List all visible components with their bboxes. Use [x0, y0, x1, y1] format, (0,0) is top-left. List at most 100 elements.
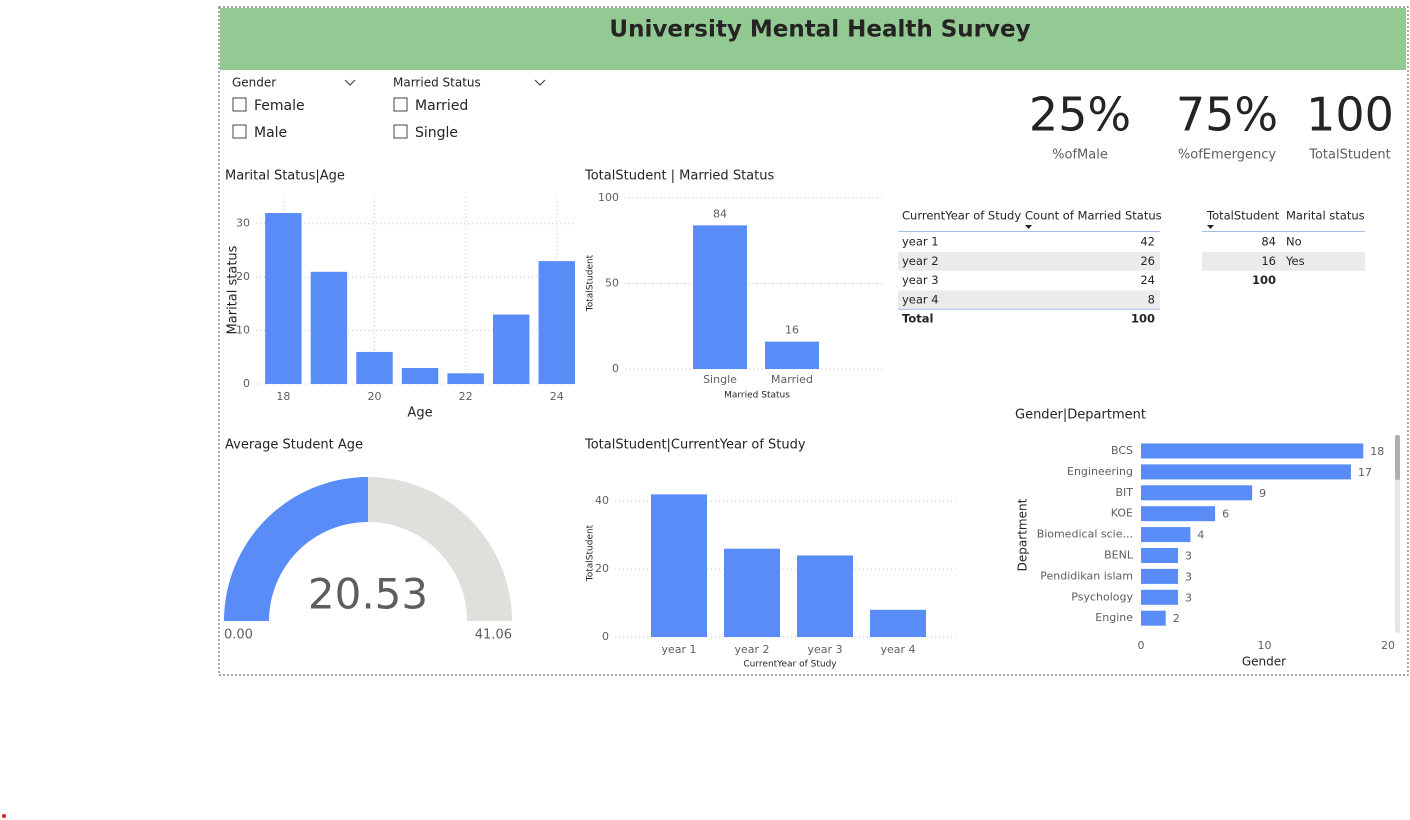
data-label: 3 — [1185, 570, 1192, 583]
slicer-option[interactable]: Single — [415, 125, 458, 141]
y-axis-title: Department — [1016, 498, 1030, 571]
y-tick-label: 30 — [236, 217, 250, 230]
bar[interactable] — [765, 341, 819, 369]
y-tick-label: 20 — [595, 562, 609, 575]
data-label: 84 — [713, 207, 727, 220]
slicer-title: Married Status — [393, 76, 481, 90]
bar[interactable] — [693, 225, 747, 369]
gauge-min: 0.00 — [224, 628, 253, 643]
slicer-option[interactable]: Married — [415, 98, 468, 114]
bar[interactable] — [1141, 485, 1253, 501]
x-axis-title: Age — [407, 406, 432, 421]
y-tick-label: 0 — [602, 630, 609, 643]
x-tick-label: year 1 — [661, 643, 696, 656]
scroll-thumb[interactable] — [1395, 435, 1400, 480]
gauge-value: 20.53 — [308, 570, 428, 619]
checkbox[interactable] — [393, 124, 408, 139]
row-band — [1202, 251, 1365, 271]
bar[interactable] — [797, 555, 853, 638]
bar[interactable] — [1141, 610, 1166, 626]
y-tick-label: 100 — [598, 191, 619, 204]
row-band — [898, 251, 1160, 271]
x-tick-label: 18 — [276, 390, 290, 403]
y-tick-label: 10 — [236, 324, 250, 337]
chart-title: Average Student Age — [225, 438, 363, 453]
x-axis-title: Gender — [1242, 655, 1286, 669]
table-cell: No — [1286, 235, 1302, 249]
sort-arrow — [1025, 225, 1032, 229]
slicer-option[interactable]: Male — [254, 125, 287, 141]
bar[interactable] — [1141, 443, 1364, 459]
table-cell: year 2 — [902, 254, 939, 268]
table-header[interactable]: Count of Married Status — [1025, 209, 1162, 223]
x-tick-label: 10 — [1258, 639, 1272, 652]
bar[interactable] — [265, 213, 302, 384]
bar[interactable] — [447, 373, 484, 384]
table-header[interactable]: Marital status — [1286, 209, 1365, 223]
card-label: %ofMale — [1052, 148, 1108, 163]
bar[interactable] — [1141, 506, 1216, 522]
data-label: 18 — [1370, 445, 1384, 458]
row-band — [898, 290, 1160, 310]
y-tick-label: Biomedical scie... — [1037, 528, 1133, 541]
y-axis-title: TotalStudent — [586, 524, 596, 582]
bar[interactable] — [492, 314, 530, 384]
x-tick-label: year 3 — [807, 643, 842, 656]
bar[interactable] — [651, 494, 707, 637]
card-label: TotalStudent — [1308, 148, 1391, 163]
bar[interactable] — [1141, 464, 1351, 480]
checkbox[interactable] — [393, 97, 408, 112]
y-tick-label: 0 — [612, 362, 619, 375]
table-cell: 16 — [1261, 254, 1276, 268]
table-total: 100 — [1252, 273, 1276, 287]
bar[interactable] — [310, 271, 348, 384]
checkbox[interactable] — [232, 97, 247, 112]
y-tick-label: Engineering — [1067, 465, 1133, 478]
bar[interactable] — [538, 261, 575, 384]
bar[interactable] — [1141, 548, 1179, 563]
table-header[interactable]: CurrentYear of Study — [902, 209, 1021, 223]
y-tick-label: Psychology — [1071, 590, 1133, 603]
bar[interactable] — [356, 351, 393, 384]
bar[interactable] — [401, 367, 439, 384]
table-total: 100 — [1131, 312, 1155, 326]
bar[interactable] — [870, 609, 926, 637]
y-tick-label: 0 — [243, 377, 250, 390]
bar[interactable] — [1141, 527, 1191, 543]
y-tick-label: 40 — [595, 494, 609, 507]
table-cell: year 1 — [902, 235, 939, 249]
bar[interactable] — [1141, 589, 1179, 605]
y-tick-label: BIT — [1115, 486, 1133, 499]
data-label: 4 — [1197, 529, 1204, 542]
data-label: 3 — [1185, 550, 1192, 563]
table-cell: 84 — [1261, 235, 1276, 249]
data-label: 9 — [1259, 487, 1266, 500]
checkbox[interactable] — [232, 124, 247, 139]
data-label: 2 — [1173, 612, 1180, 625]
y-tick-label: BENL — [1104, 549, 1134, 562]
data-label: 6 — [1222, 508, 1229, 521]
slicer-dropdown[interactable] — [344, 79, 356, 86]
table-cell: Yes — [1285, 254, 1305, 268]
gauge-fill[interactable] — [224, 477, 368, 621]
table-cell: year 3 — [902, 273, 939, 287]
slicer-title: Gender — [232, 76, 276, 90]
header-title: University Mental Health Survey — [609, 17, 1030, 43]
data-label: 17 — [1358, 466, 1372, 479]
bar[interactable] — [1141, 568, 1179, 584]
x-axis-title: Married Status — [724, 391, 790, 401]
card-value: 25% — [1029, 88, 1131, 142]
x-tick-label: 22 — [459, 390, 473, 403]
x-tick-label: 20 — [1381, 639, 1395, 652]
y-axis-title: Marital status — [226, 245, 241, 334]
table-header[interactable]: TotalStudent — [1206, 209, 1280, 223]
slicer-option[interactable]: Female — [254, 98, 305, 114]
y-tick-label: 20 — [236, 270, 250, 283]
x-axis-title: CurrentYear of Study — [743, 660, 837, 670]
header-banner — [220, 8, 1406, 70]
slicer-dropdown[interactable] — [534, 79, 546, 86]
bar[interactable] — [724, 548, 780, 637]
x-tick-label: 24 — [550, 390, 564, 403]
x-tick-label: Single — [703, 373, 737, 386]
